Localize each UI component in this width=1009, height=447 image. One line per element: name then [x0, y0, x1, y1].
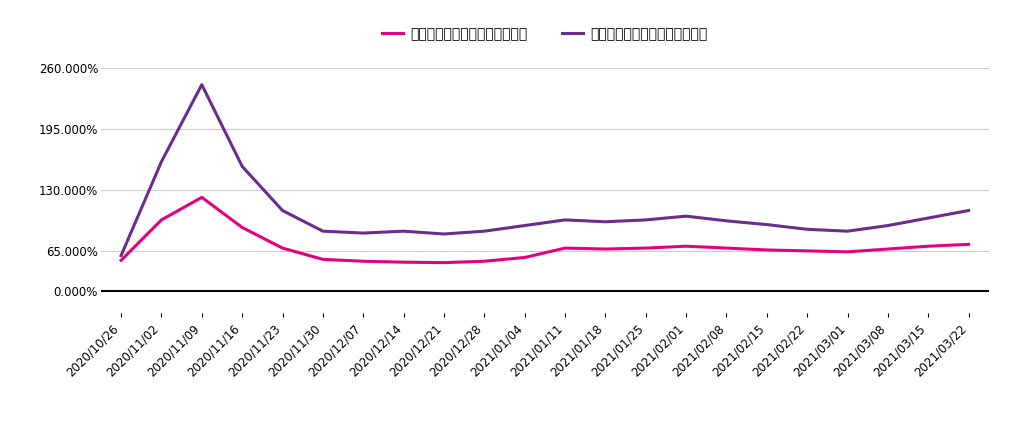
平均利益率からの年利換算単利: [236, 225, 248, 230]
平均利益率からの年利換算複利: [317, 228, 329, 234]
平均利益率からの年利換算単利: [801, 248, 813, 253]
平均利益率からの年利換算単利: [317, 257, 329, 262]
平均利益率からの年利換算複利: [761, 222, 773, 227]
平均利益率からの年利換算単利: [519, 255, 531, 260]
平均利益率からの年利換算複利: [599, 219, 611, 224]
平均利益率からの年利換算複利: [519, 223, 531, 228]
平均利益率からの年利換算複利: [236, 164, 248, 169]
平均利益率からの年利換算単利: [438, 260, 450, 266]
平均利益率からの年利換算単利: [478, 258, 490, 264]
平均利益率からの年利換算複利: [720, 218, 733, 224]
平均利益率からの年利換算複利: [438, 231, 450, 236]
平均利益率からの年利換算単利: [922, 244, 934, 249]
平均利益率からの年利換算単利: [559, 245, 571, 251]
平均利益率からの年利換算複利: [963, 208, 975, 213]
平均利益率からの年利換算単利: [115, 257, 127, 263]
平均利益率からの年利換算単利: [196, 195, 208, 200]
平均利益率からの年利換算単利: [599, 246, 611, 252]
平均利益率からの年利換算複利: [276, 208, 289, 213]
平均利益率からの年利換算単利: [680, 244, 692, 249]
平均利益率からの年利換算単利: [761, 247, 773, 253]
平均利益率からの年利換算単利: [720, 245, 733, 251]
平均利益率からの年利換算複利: [398, 228, 410, 234]
平均利益率からの年利換算単利: [155, 217, 167, 223]
平均利益率からの年利換算単利: [963, 242, 975, 247]
平均利益率からの年利換算単利: [276, 245, 289, 251]
平均利益率からの年利換算複利: [680, 214, 692, 219]
平均利益率からの年利換算単利: [398, 260, 410, 265]
平均利益率からの年利換算複利: [922, 215, 934, 221]
平均利益率からの年利換算複利: [115, 253, 127, 258]
平均利益率からの年利換算単利: [842, 249, 854, 254]
平均利益率からの年利換算複利: [196, 82, 208, 87]
平均利益率からの年利換算複利: [357, 230, 369, 236]
平均利益率からの年利換算単利: [357, 258, 369, 264]
Line: 平均利益率からの年利換算単利: 平均利益率からの年利換算単利: [121, 198, 969, 263]
平均利益率からの年利換算複利: [882, 223, 894, 228]
平均利益率からの年利換算複利: [559, 217, 571, 223]
平均利益率からの年利換算複利: [842, 228, 854, 234]
平均利益率からの年利換算複利: [801, 227, 813, 232]
平均利益率からの年利換算複利: [155, 159, 167, 164]
Line: 平均利益率からの年利換算複利: 平均利益率からの年利換算複利: [121, 84, 969, 256]
平均利益率からの年利換算単利: [882, 246, 894, 252]
平均利益率からの年利換算単利: [640, 245, 652, 251]
Legend: 平均利益率からの年利換算単利, 平均利益率からの年利換算複利: 平均利益率からの年利換算単利, 平均利益率からの年利換算複利: [377, 22, 712, 47]
平均利益率からの年利換算複利: [478, 228, 490, 234]
平均利益率からの年利換算複利: [640, 217, 652, 223]
